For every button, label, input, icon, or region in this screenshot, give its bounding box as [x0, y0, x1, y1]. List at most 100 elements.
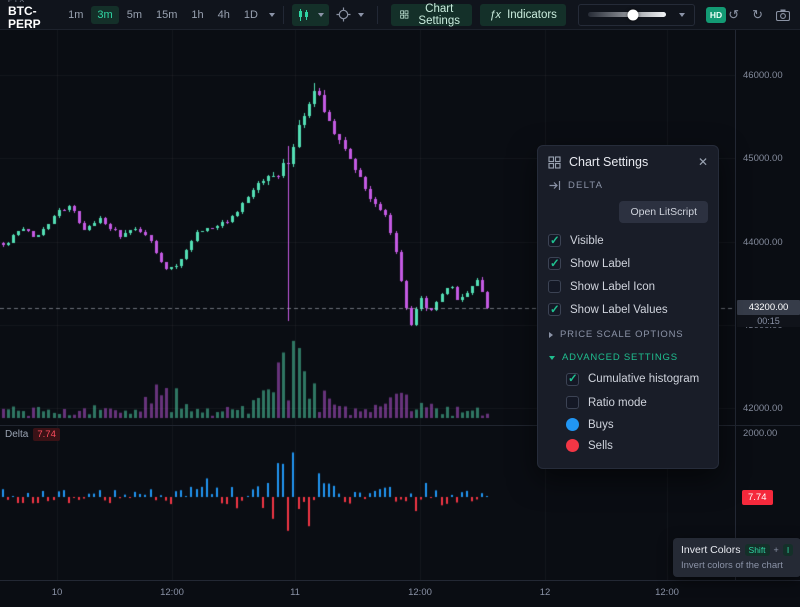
chevron-down-icon: [317, 12, 324, 17]
volume-scale-label: 2000.00: [743, 428, 778, 439]
shift-key-badge: Shift: [744, 544, 770, 556]
delta-pane-value: 7.74: [33, 428, 60, 441]
timeframe-3m[interactable]: 3m: [91, 5, 119, 24]
checkbox-show-label[interactable]: [548, 256, 561, 270]
litscript-row: Open LitScript: [538, 197, 718, 229]
chart-settings-button[interactable]: Chart Settings: [391, 3, 473, 27]
toolbar-separator: [282, 5, 284, 24]
chart-settings-panel: Chart Settings ✕ DELTA Open LitScript Vi…: [537, 145, 719, 470]
fx-icon: ƒx: [489, 8, 502, 21]
price-scale-options-section[interactable]: PRICE SCALE OPTIONS: [538, 321, 718, 344]
time-axis-label: 12:00: [160, 587, 184, 598]
i-key-badge: I: [782, 544, 794, 556]
buys-label: Buys: [588, 418, 614, 431]
timeframe-1h[interactable]: 1h: [185, 6, 209, 24]
delta-pane-title: Delta: [5, 429, 29, 440]
timeframe-1m[interactable]: 1m: [62, 6, 89, 24]
toolbar-separator: [376, 5, 378, 24]
checkbox-label: Show Label Icon: [570, 280, 656, 293]
chevron-down-icon: [357, 12, 364, 17]
slider-knob[interactable]: [627, 9, 639, 20]
price-axis-label: 45000.00: [743, 153, 783, 165]
open-litscript-button[interactable]: Open LitScript: [619, 201, 708, 223]
checkbox-row-visible[interactable]: Visible: [538, 229, 718, 252]
collapse-panel-icon: [549, 181, 561, 190]
grid-settings-icon: [548, 155, 561, 169]
crosshair-icon: [336, 7, 351, 22]
advanced-settings-label: ADVANCED SETTINGS: [562, 352, 678, 363]
checkbox-row-show-label[interactable]: Show Label: [538, 252, 718, 275]
timeframe-15m[interactable]: 15m: [150, 6, 183, 24]
checkbox-label: Show Label: [570, 257, 631, 270]
checkbox-show-label-values[interactable]: [548, 302, 561, 316]
panel-header: Chart Settings ✕: [538, 146, 718, 176]
invert-colors-tooltip: Invert Colors Shift + I Invert colors of…: [673, 538, 800, 577]
sells-label: Sells: [588, 439, 613, 452]
slider-track[interactable]: [587, 9, 666, 20]
candlestick-icon: [298, 8, 308, 21]
tooltip-title: Invert Colors: [681, 544, 741, 556]
grid-settings-icon: [400, 10, 409, 19]
current-price-badge: 43200.00 00:15: [737, 300, 800, 328]
sells-color-row: Sells: [538, 435, 718, 456]
undo-icon[interactable]: ↺: [728, 7, 740, 22]
panel-title: Chart Settings: [569, 155, 649, 169]
time-axis-label: 11: [290, 587, 300, 598]
camera-icon[interactable]: [776, 9, 791, 21]
current-price-value: 43200.00: [737, 300, 800, 316]
toolbar-right-icons: ↺ ↻: [728, 8, 794, 21]
timeframe-4h[interactable]: 4h: [212, 6, 236, 24]
timeframe-dropdown-icon[interactable]: [268, 12, 275, 17]
buys-color-swatch[interactable]: [566, 418, 579, 432]
chart-type-button[interactable]: [291, 3, 329, 26]
time-axis[interactable]: 10 12:00 11 12:00 12 12:00: [0, 580, 800, 607]
checkbox-label: Show Label Values: [570, 303, 668, 316]
opacity-slider-group[interactable]: [577, 3, 695, 26]
close-icon[interactable]: ✕: [697, 155, 708, 169]
checkbox-show-label-icon[interactable]: [548, 280, 561, 293]
crosshair-tool-button[interactable]: [331, 4, 369, 26]
symbol-selector[interactable]: FTX BTC-PERP: [8, 0, 50, 32]
toolbar: FTX BTC-PERP 1m 3m 5m 15m 1h 4h 1D: [0, 0, 800, 32]
price-scale-options-label: PRICE SCALE OPTIONS: [560, 329, 684, 340]
checkbox-label: Ratio mode: [588, 396, 647, 409]
delta-pane-legend[interactable]: Delta 7.74: [5, 428, 60, 441]
chevron-down-icon[interactable]: [678, 12, 685, 17]
checkbox-row-ratio-mode[interactable]: Ratio mode: [538, 391, 718, 414]
checkbox-row-show-label-icon[interactable]: Show Label Icon: [538, 275, 718, 298]
redo-icon[interactable]: ↻: [752, 7, 764, 22]
time-axis-label: 12: [539, 587, 551, 598]
plus-sign: +: [773, 545, 779, 555]
timeframe-1d[interactable]: 1D: [238, 6, 264, 24]
indicators-label: Indicators: [507, 8, 557, 21]
checkbox-cumulative-histogram[interactable]: [566, 371, 579, 386]
delta-section-header[interactable]: DELTA: [538, 176, 718, 197]
sells-color-swatch[interactable]: [566, 439, 579, 453]
checkbox-row-show-label-values[interactable]: Show Label Values: [538, 298, 718, 321]
hd-badge: HD: [705, 6, 727, 23]
advanced-settings-section[interactable]: ADVANCED SETTINGS: [538, 344, 718, 367]
candle-countdown: 00:15: [737, 315, 800, 328]
tooltip-description: Invert colors of the chart: [681, 560, 783, 571]
checkbox-visible[interactable]: [548, 233, 561, 247]
checkbox-label: Cumulative histogram: [588, 373, 700, 385]
buys-color-row: Buys: [538, 414, 718, 435]
pane-separator[interactable]: [0, 425, 800, 426]
chevron-right-icon: [549, 331, 553, 338]
delta-section-label: DELTA: [568, 180, 604, 191]
checkbox-ratio-mode[interactable]: [566, 396, 579, 410]
checkbox-row-cumulative-histogram[interactable]: Cumulative histogram: [538, 367, 718, 391]
time-axis-label: 10: [51, 587, 63, 598]
checkbox-label: Visible: [570, 234, 604, 247]
price-axis-label: 42000.00: [743, 403, 783, 414]
chevron-down-icon: [549, 355, 555, 360]
symbol-name: BTC-PERP: [8, 4, 41, 32]
price-axis-label: 44000.00: [743, 236, 783, 248]
price-axis[interactable]: 43200.00 00:15 2000.00 7.74 46000.00 4500…: [735, 30, 800, 580]
tooltip-title-row: Invert Colors Shift + I: [681, 544, 794, 556]
time-axis-label: 12:00: [655, 587, 679, 598]
timeframe-5m[interactable]: 5m: [121, 6, 148, 24]
delta-value-badge: 7.74: [742, 490, 773, 505]
indicators-button[interactable]: ƒx Indicators: [480, 3, 566, 26]
